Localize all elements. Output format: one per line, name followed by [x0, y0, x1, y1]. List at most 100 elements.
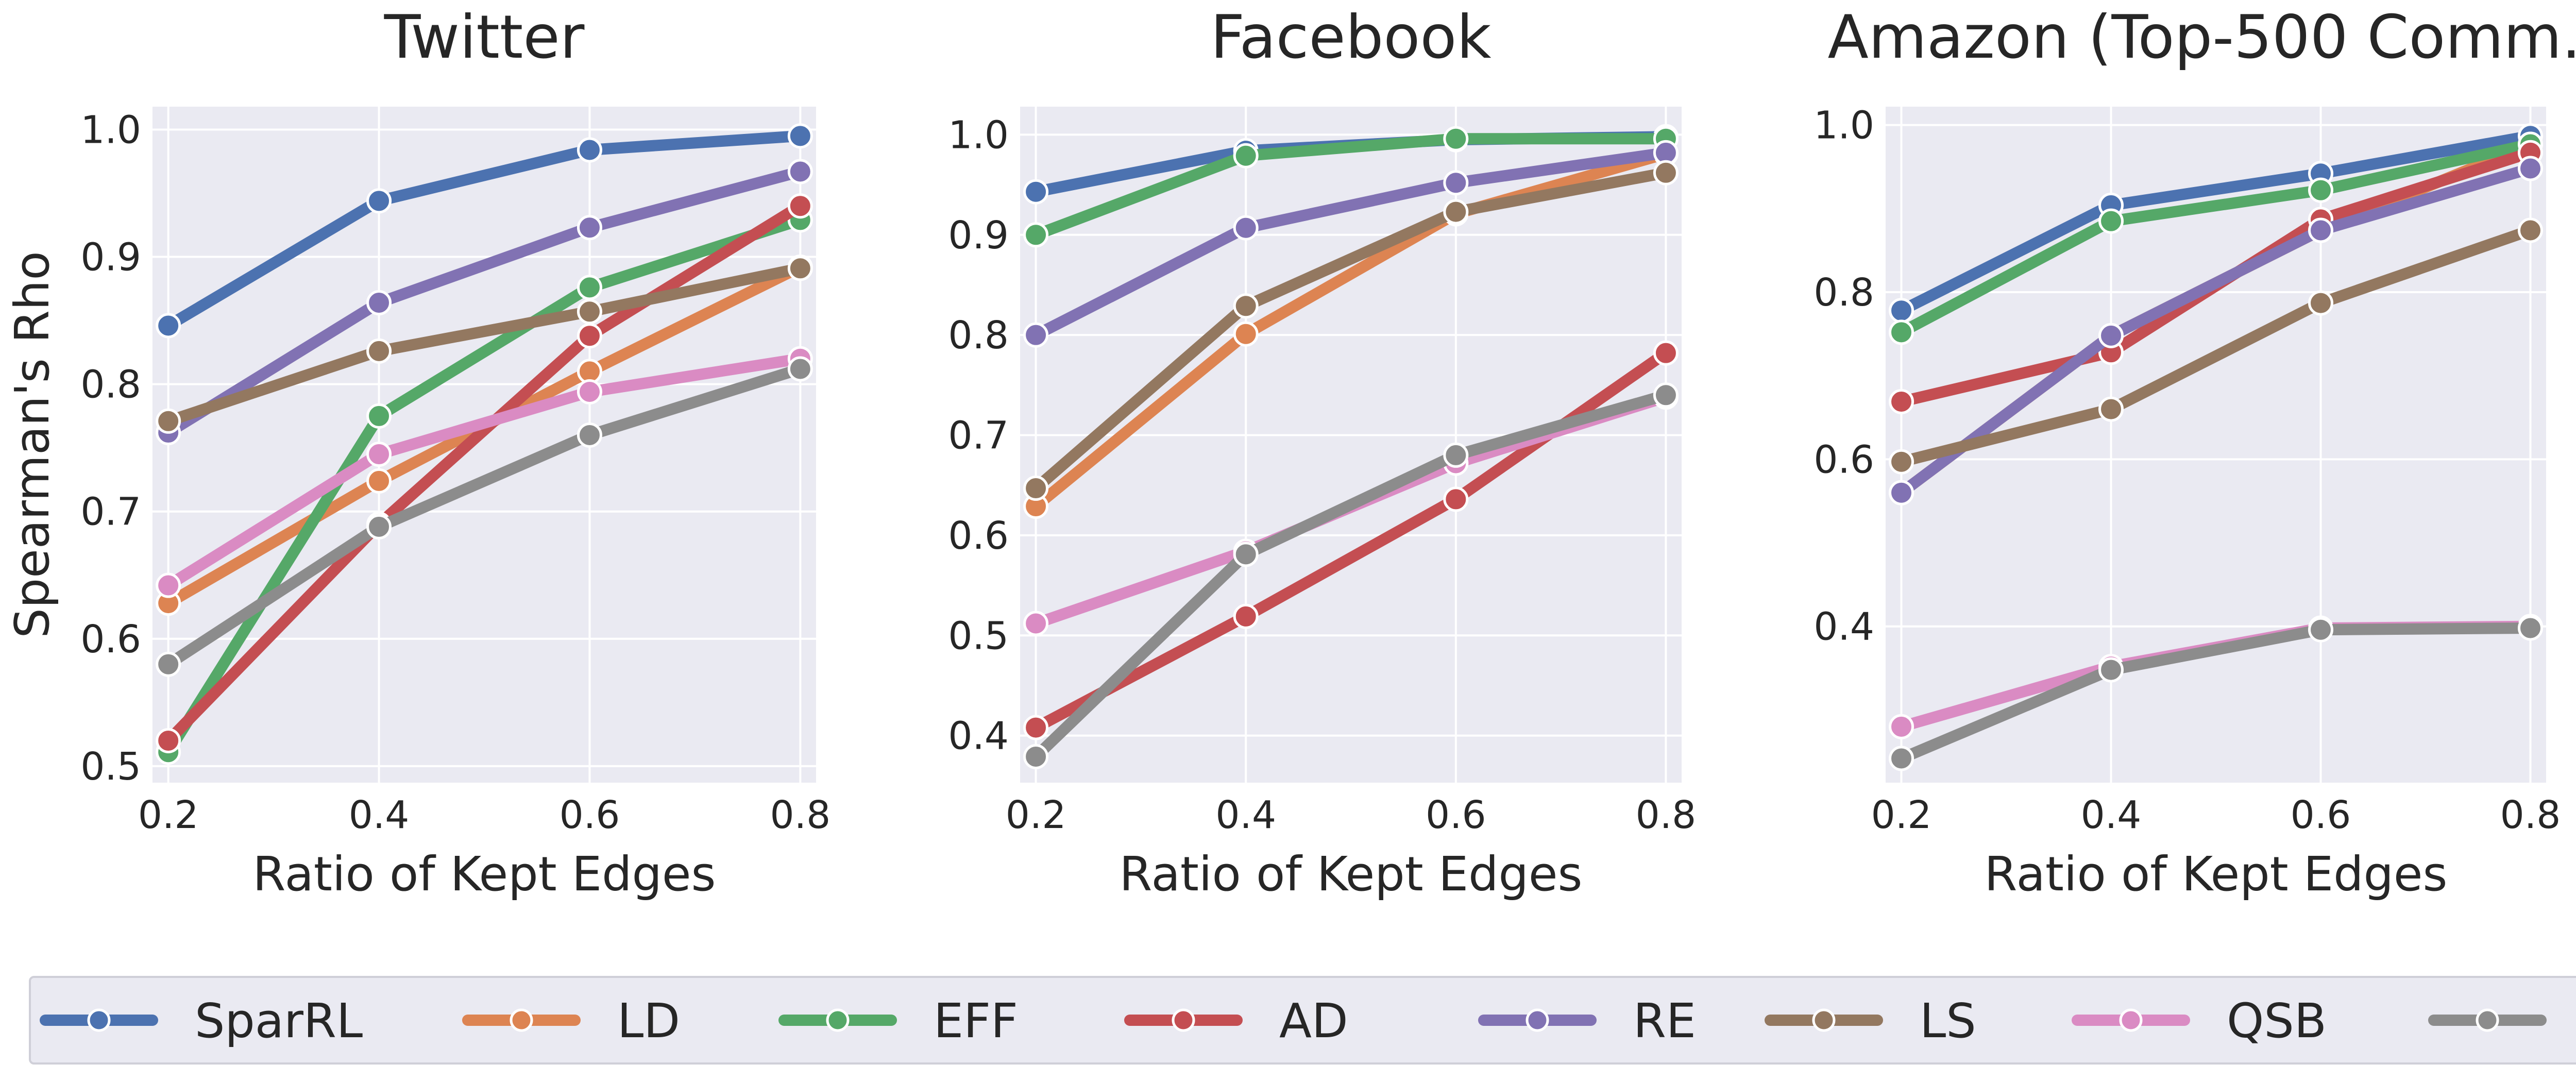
legend-entry-RE: RE [1478, 993, 1696, 1049]
data-point [2308, 217, 2333, 243]
x-tick-label: 0.8 [2500, 793, 2561, 837]
legend-label: SparRL [195, 993, 363, 1049]
series-LS [156, 256, 813, 434]
x-tick-label: 0.6 [1426, 793, 1486, 837]
data-point [1889, 449, 1914, 475]
data-point [2308, 290, 2333, 316]
data-point [577, 215, 602, 241]
y-tick-label: 0.4 [948, 714, 1009, 758]
series-line [1030, 133, 1672, 241]
series-EFF [1889, 131, 2543, 345]
legend-swatch-marker [2119, 1008, 2143, 1032]
data-point [156, 313, 181, 339]
y-tick-label: 1.0 [948, 113, 1009, 157]
data-point [156, 651, 181, 677]
series-line [162, 363, 806, 670]
x-tick-label: 0.2 [1871, 793, 1932, 837]
legend-entry-LS: LS [1765, 993, 1976, 1049]
y-tick-label: 0.8 [1814, 271, 1874, 315]
data-point [366, 514, 392, 539]
y-tick-label: 0.8 [80, 363, 141, 407]
data-point [1023, 222, 1049, 248]
data-point [366, 338, 392, 364]
legend-entry-QSB: QSB [2072, 993, 2327, 1049]
series-line [162, 166, 806, 438]
data-point [1233, 603, 1259, 629]
legend-entry-AD: AD [1124, 993, 1348, 1049]
data-point [1233, 542, 1259, 567]
data-point [2517, 156, 2543, 181]
legend-entry-SB: SB [2428, 1008, 2547, 1032]
legend-swatch-marker [1526, 1008, 1549, 1032]
data-point [1023, 322, 1049, 348]
x-tick-label: 0.8 [1636, 793, 1697, 837]
x-tick-label: 0.6 [560, 793, 620, 837]
data-point [1233, 293, 1259, 319]
data-point [577, 137, 602, 163]
data-point [1653, 160, 1679, 185]
y-tick-label: 0.6 [948, 514, 1009, 558]
series-line [1030, 167, 1672, 494]
legend-label: RE [1633, 993, 1696, 1049]
chart-title: Amazon (Top-500 Comm.) [1828, 3, 2576, 72]
legend-label: AD [1279, 993, 1348, 1049]
series-SparRL [156, 123, 813, 339]
series-LS [1023, 160, 1679, 501]
legend-swatch-marker [510, 1008, 533, 1032]
data-point [577, 299, 602, 325]
series-line [1895, 622, 2536, 764]
plot-area [1886, 107, 2546, 783]
y-tick-label: 0.8 [948, 313, 1009, 358]
series-SB [1023, 382, 1679, 769]
series-line [162, 262, 806, 427]
data-point [366, 403, 392, 429]
data-point [787, 159, 813, 184]
series-line [162, 130, 806, 331]
y-tick-label: 0.9 [80, 235, 141, 280]
y-axis-label: Spearman's Rho [5, 251, 60, 638]
legend-entry-LD: LD [462, 993, 680, 1049]
data-point [1233, 215, 1259, 241]
data-point [577, 323, 602, 349]
y-tick-label: 0.6 [80, 617, 141, 662]
plot-area [152, 107, 816, 783]
series-line [1895, 139, 2536, 338]
series-line [162, 353, 806, 591]
data-point [1889, 319, 1914, 345]
data-point [787, 193, 813, 219]
data-point [1443, 170, 1469, 196]
data-point [787, 256, 813, 281]
series-LS [1889, 217, 2543, 475]
data-point [577, 422, 602, 448]
data-point [1233, 321, 1259, 347]
data-point [1443, 486, 1469, 512]
series-line [1895, 225, 2536, 468]
chart-panel-3: 0.4 0.6 0.8 1.0 0.2 0.4 0.6 0.8 Amazon (Top-500 … [1814, 3, 2576, 902]
legend-swatch-marker [87, 1008, 111, 1032]
data-point [1889, 389, 1914, 414]
x-tick-label: 0.4 [349, 793, 410, 837]
legend-label: EFF [934, 993, 1018, 1049]
y-tick-label: 0.7 [948, 414, 1009, 458]
legend-label: LS [1920, 993, 1976, 1049]
data-point [366, 188, 392, 214]
y-tick-label: 0.7 [80, 490, 141, 534]
legend-swatch-marker [1812, 1008, 1836, 1032]
y-tick-label: 1.0 [1814, 104, 1874, 148]
data-point [787, 123, 813, 149]
data-point [2098, 208, 2124, 234]
series-line [1030, 148, 1672, 512]
series-line [162, 214, 806, 758]
data-point [577, 379, 602, 404]
x-axis-label: Ratio of Kept Edges [1120, 847, 1583, 902]
x-axis-label: Ratio of Kept Edges [253, 847, 716, 902]
data-point [787, 356, 813, 382]
legend-entry-SparRL: SparRL [40, 993, 363, 1049]
legend-entry-EFF: EFF [778, 993, 1018, 1049]
data-point [366, 468, 392, 494]
data-point [366, 442, 392, 467]
series-line [1895, 163, 2536, 499]
series-RE [1023, 140, 1679, 348]
series-SB [156, 356, 813, 677]
x-tick-label: 0.2 [138, 793, 199, 837]
